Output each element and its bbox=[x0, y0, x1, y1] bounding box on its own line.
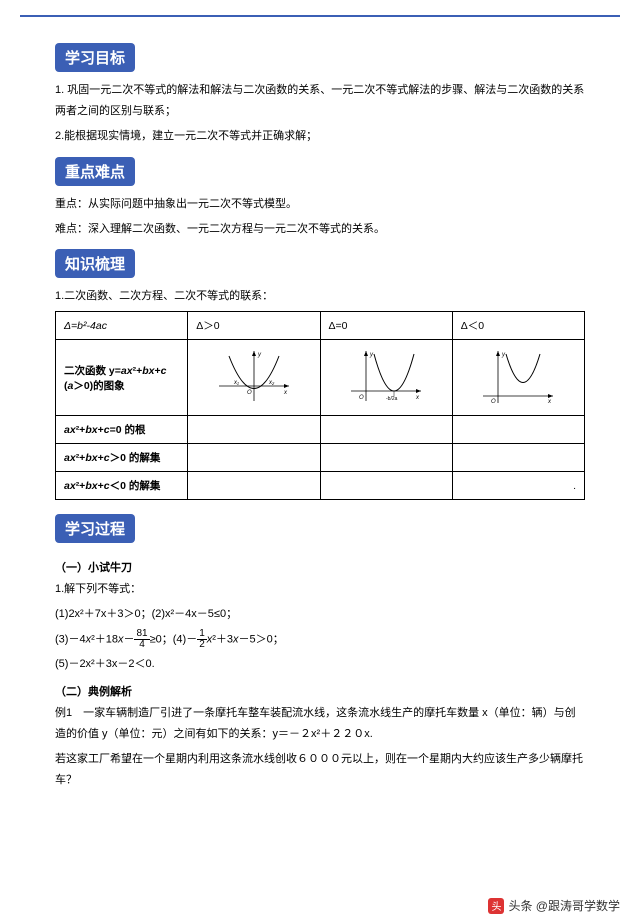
cell-graph-zero: O x y -b/2a bbox=[320, 340, 452, 416]
section-header-keypoints: 重点难点 bbox=[55, 157, 135, 186]
svg-text:-b/2a: -b/2a bbox=[386, 396, 398, 402]
parabola-no-root-icon: O x y bbox=[478, 346, 558, 406]
table-row: ax²+bx+c＜0 的解集. bbox=[56, 472, 585, 500]
svg-text:x: x bbox=[283, 390, 288, 396]
table-row: ax²+bx+c＞0 的解集 bbox=[56, 444, 585, 472]
cell-graph-pos: x₁ x₂ O x y bbox=[188, 340, 320, 416]
cell-graph-label: 二次函数 y=ax²+bx+c(a＞0)的图象 bbox=[64, 365, 166, 392]
keypoint-text-2: 难点：深入理解二次函数、一元二次方程与一元二次不等式的关系。 bbox=[55, 219, 585, 240]
knowledge-intro: 1.二次函数、二次方程、二次不等式的联系： bbox=[55, 286, 585, 307]
cell-delta-zero: Δ=0 bbox=[320, 312, 452, 340]
goals-text-2: 2.能根据现实情境，建立一元二次不等式并正确求解； bbox=[55, 126, 585, 147]
page-content: 学习目标 1. 巩固一元二次不等式的解法和解法与二次函数的关系、一元二次不等式解… bbox=[20, 15, 620, 805]
goals-text-1: 1. 巩固一元二次不等式的解法和解法与二次函数的关系、一元二次不等式解法的步骤、… bbox=[55, 80, 585, 122]
svg-text:O: O bbox=[359, 395, 364, 401]
cell-delta-neg: Δ＜0 bbox=[452, 312, 584, 340]
table-row: ax²+bx+c=0 的根 bbox=[56, 416, 585, 444]
exercise-5: (5)－2x²＋3x－2＜0. bbox=[55, 654, 585, 675]
exercise-intro: 1.解下列不等式： bbox=[55, 579, 585, 600]
footer-text: 头条 @跟涛哥学数学 bbox=[508, 897, 620, 914]
toutiao-icon: 头 bbox=[488, 898, 504, 914]
subsection-2: （二）典例解析 bbox=[55, 683, 585, 699]
svg-text:x: x bbox=[547, 399, 552, 405]
table-row: 二次函数 y=ax²+bx+c(a＞0)的图象 x₁ x₂ O x y bbox=[56, 340, 585, 416]
section-header-process: 学习过程 bbox=[55, 514, 135, 543]
cell-delta-pos: Δ＞0 bbox=[188, 312, 320, 340]
parabola-two-roots-icon: x₁ x₂ O x y bbox=[214, 346, 294, 406]
svg-text:y: y bbox=[369, 352, 374, 358]
cell-delta: Δ=b²-4ac bbox=[64, 320, 107, 332]
keypoint-text-1: 重点：从实际问题中抽象出一元二次不等式模型。 bbox=[55, 194, 585, 215]
example-1-text: 例1 一家车辆制造厂引进了一条摩托车整车装配流水线，这条流水线生产的摩托车数量 … bbox=[55, 703, 585, 745]
svg-text:y: y bbox=[257, 352, 262, 358]
svg-text:O: O bbox=[491, 399, 496, 405]
cell-graph-neg: O x y bbox=[452, 340, 584, 416]
subsection-1: （一）小试牛刀 bbox=[55, 559, 585, 575]
svg-text:x: x bbox=[415, 395, 420, 401]
svg-text:x₁: x₁ bbox=[233, 380, 239, 386]
svg-text:y: y bbox=[501, 352, 506, 358]
svg-text:x₂: x₂ bbox=[268, 380, 275, 386]
knowledge-table: Δ=b²-4ac Δ＞0 Δ=0 Δ＜0 二次函数 y=ax²+bx+c(a＞0… bbox=[55, 311, 585, 500]
exercise-3-4: (3)－4x²＋18x－814≥0；(4)－12x²＋3x－5＞0； bbox=[55, 629, 585, 650]
footer: 头 头条 @跟涛哥学数学 bbox=[488, 897, 620, 914]
exercise-1-2: (1)2x²＋7x＋3＞0；(2)x²－4x－5≤0； bbox=[55, 604, 585, 625]
section-header-knowledge: 知识梳理 bbox=[55, 249, 135, 278]
section-header-goals: 学习目标 bbox=[55, 43, 135, 72]
table-row: Δ=b²-4ac Δ＞0 Δ=0 Δ＜0 bbox=[56, 312, 585, 340]
svg-text:O: O bbox=[247, 390, 252, 396]
parabola-one-root-icon: O x y -b/2a bbox=[346, 346, 426, 406]
example-1-question: 若这家工厂希望在一个星期内利用这条流水线创收６０００元以上，则在一个星期内大约应… bbox=[55, 749, 585, 791]
